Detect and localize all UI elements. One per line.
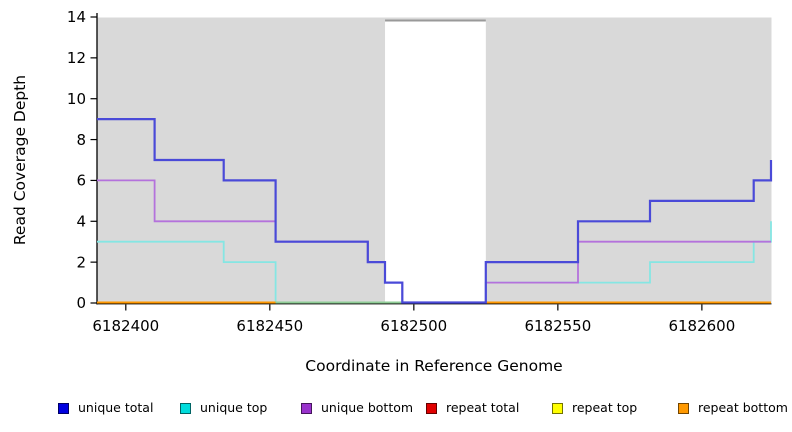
legend-label: unique bottom (321, 400, 414, 415)
x-tick-label: 6182400 (92, 317, 159, 335)
legend-swatch (58, 402, 69, 414)
y-tick-label: 8 (76, 131, 86, 149)
y-tick-label: 12 (67, 49, 86, 67)
y-tick-label: 4 (76, 212, 86, 230)
legend-label: repeat bottom (698, 400, 788, 415)
y-tick-label: 6 (76, 172, 86, 190)
y-tick-label: 10 (67, 90, 86, 108)
legend-label: repeat top (572, 400, 638, 415)
legend-swatch (301, 402, 312, 414)
x-tick-label: 6182450 (236, 317, 303, 335)
masked-region (385, 19, 486, 304)
series-line-unique-total (97, 118, 773, 304)
legend-swatch (426, 402, 437, 414)
axes: 0 2 4 6 8 10 12 14 6182400 6182450 6182500 6182550 6… (67, 8, 772, 335)
legend-swatch (552, 402, 563, 414)
y-tick-label: 2 (76, 253, 86, 271)
legend-label: repeat total (446, 400, 520, 415)
legend-item-unique-total: unique total (58, 399, 153, 417)
y-axis-title: Read Coverage Depth (11, 75, 29, 245)
legend-item-unique-top: unique top (180, 399, 267, 417)
legend-item-unique-bottom: unique bottom (301, 399, 413, 417)
legend-label: unique top (200, 400, 268, 415)
legend: unique total unique top unique bottom repea… (0, 399, 792, 421)
x-axis-title: Coordinate in Reference Genome (305, 357, 562, 375)
legend-label: unique total (78, 400, 154, 415)
series-lines (97, 118, 773, 304)
x-tick-label: 6182500 (380, 317, 447, 335)
x-tick-label: 6182600 (668, 317, 735, 335)
legend-item-repeat-bottom: repeat bottom (678, 399, 788, 417)
x-tick-label: 6182550 (524, 317, 591, 335)
y-tick-label: 0 (76, 294, 86, 312)
legend-item-repeat-top: repeat top (552, 399, 637, 417)
legend-swatch (180, 402, 191, 414)
y-tick-label: 14 (67, 8, 86, 26)
legend-swatch (678, 402, 689, 414)
legend-item-repeat-total: repeat total (426, 399, 519, 417)
